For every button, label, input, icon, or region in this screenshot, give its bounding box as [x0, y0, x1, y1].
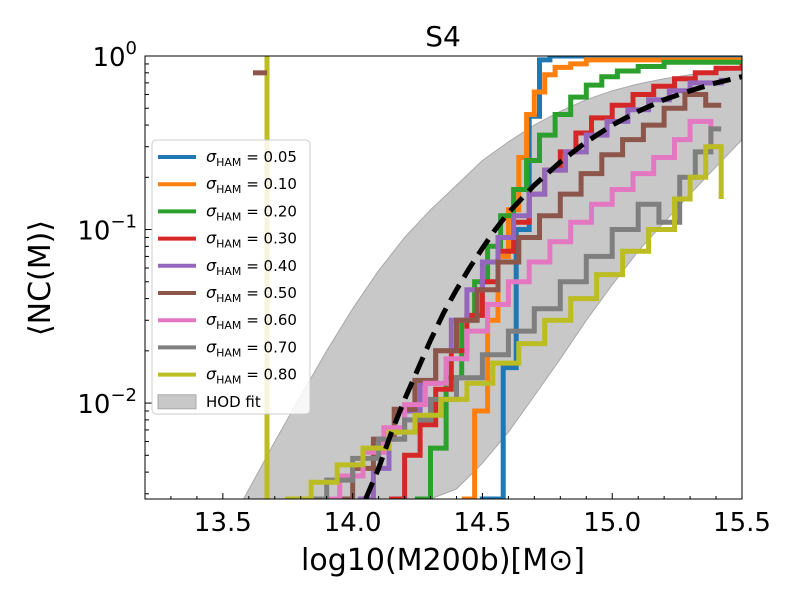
legend-label: HOD fit	[206, 393, 261, 411]
series-line-0.60	[313, 118, 722, 499]
legend: σHAM = 0.05 σHAM = 0.10 σHAM = 0.20 σHAM = …	[151, 139, 311, 415]
series-line-0.50	[331, 92, 722, 499]
series-line-0.20	[414, 59, 742, 499]
x-ticks: 13.5 14.0 14.5 15.0 15.5	[170, 493, 771, 538]
y-tick-label: 100	[92, 38, 137, 73]
x-tick-label: 14.0	[324, 508, 382, 538]
plot-frame	[144, 55, 743, 500]
legend-label: σHAM = 0.60	[206, 310, 297, 332]
x-tick-label: 14.5	[453, 508, 511, 538]
x-tick-label: 15.0	[583, 508, 641, 538]
y-axis-label: ⟨NC(M)⟩	[23, 220, 58, 336]
legend-label: σHAM = 0.40	[206, 256, 297, 278]
legend-swatch-band	[157, 394, 197, 410]
legend-label: σHAM = 0.70	[206, 337, 297, 359]
y-tick-label: 10−2	[77, 385, 137, 420]
y-tick-label: 10−1	[77, 212, 137, 247]
legend-label: σHAM = 0.20	[206, 201, 297, 223]
chart-title: S4	[425, 20, 461, 53]
x-tick-label: 13.5	[194, 508, 252, 538]
legend-label: σHAM = 0.05	[206, 147, 297, 169]
x-tick-label: 15.5	[713, 508, 771, 538]
fit-layer	[363, 74, 742, 499]
series-line-0.80	[285, 144, 724, 499]
legend-label: σHAM = 0.30	[206, 229, 297, 251]
legend-label: σHAM = 0.10	[206, 174, 297, 196]
hod-fit-curve	[363, 74, 742, 499]
legend-items: σHAM = 0.05 σHAM = 0.10 σHAM = 0.20 σHAM = …	[157, 147, 297, 411]
series-line-0.70	[300, 126, 722, 499]
legend-label: σHAM = 0.50	[206, 283, 297, 305]
x-axis-label: log10(M200b)[M⊙]	[301, 543, 585, 578]
y-ticks: 10−2 10−1 100	[77, 38, 152, 495]
legend-label: σHAM = 0.80	[206, 365, 297, 387]
